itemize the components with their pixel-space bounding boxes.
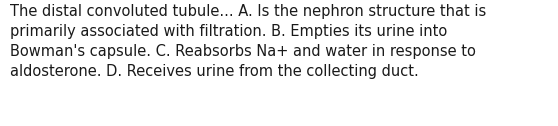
- Text: The distal convoluted tubule... A. Is the nephron structure that is
primarily as: The distal convoluted tubule... A. Is th…: [10, 4, 486, 79]
